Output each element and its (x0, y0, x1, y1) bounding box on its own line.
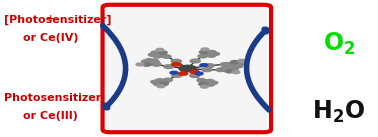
Circle shape (179, 65, 197, 72)
Circle shape (207, 54, 215, 57)
Circle shape (200, 64, 208, 67)
Circle shape (216, 68, 225, 72)
Circle shape (142, 60, 150, 63)
Circle shape (202, 51, 210, 54)
Circle shape (136, 63, 144, 66)
Circle shape (195, 72, 203, 75)
Circle shape (199, 83, 207, 86)
Circle shape (156, 79, 164, 82)
Circle shape (202, 68, 212, 72)
Circle shape (190, 59, 200, 63)
Circle shape (234, 65, 243, 68)
Circle shape (170, 71, 178, 74)
Circle shape (228, 66, 237, 69)
Circle shape (201, 48, 209, 51)
Circle shape (145, 59, 153, 62)
Circle shape (160, 82, 168, 85)
Circle shape (197, 79, 206, 82)
Circle shape (151, 51, 159, 54)
Circle shape (143, 62, 151, 65)
Circle shape (159, 54, 167, 57)
Text: or Ce(III): or Ce(III) (23, 111, 78, 121)
Circle shape (200, 85, 208, 88)
Circle shape (151, 80, 159, 83)
Circle shape (158, 51, 166, 54)
Circle shape (152, 63, 161, 66)
Circle shape (152, 61, 160, 64)
Circle shape (201, 53, 210, 56)
Text: +: + (47, 14, 55, 23)
Circle shape (190, 74, 200, 77)
Circle shape (160, 82, 168, 85)
Circle shape (206, 79, 214, 82)
Circle shape (236, 62, 245, 65)
Text: $\mathbf{O_2}$: $\mathbf{O_2}$ (323, 31, 355, 57)
Circle shape (231, 61, 239, 64)
FancyArrowPatch shape (103, 26, 125, 108)
Circle shape (226, 63, 234, 66)
Circle shape (143, 63, 151, 66)
Circle shape (190, 70, 199, 74)
Circle shape (163, 78, 172, 82)
Circle shape (232, 71, 240, 74)
Circle shape (198, 54, 207, 58)
Circle shape (171, 59, 181, 63)
Circle shape (156, 48, 164, 51)
Circle shape (157, 85, 165, 88)
Circle shape (162, 55, 171, 58)
Circle shape (227, 69, 235, 72)
Circle shape (204, 64, 214, 68)
Circle shape (161, 80, 169, 83)
Circle shape (209, 81, 218, 84)
Circle shape (222, 69, 230, 72)
Circle shape (150, 59, 158, 62)
Circle shape (238, 59, 246, 62)
Circle shape (200, 51, 208, 54)
Circle shape (172, 63, 181, 66)
Text: or Ce(IV): or Ce(IV) (23, 33, 78, 43)
Circle shape (200, 80, 208, 83)
Text: $\mathbf{H_2O}$: $\mathbf{H_2O}$ (312, 98, 365, 125)
Circle shape (148, 62, 156, 65)
Circle shape (211, 52, 219, 55)
Circle shape (159, 51, 167, 54)
FancyBboxPatch shape (102, 5, 271, 132)
Circle shape (231, 61, 239, 64)
Circle shape (220, 67, 228, 70)
Circle shape (223, 65, 232, 68)
Circle shape (206, 83, 214, 86)
Circle shape (172, 74, 182, 77)
Text: Photosensitizer: Photosensitizer (5, 93, 102, 103)
Circle shape (153, 55, 161, 58)
Circle shape (153, 82, 162, 85)
Circle shape (225, 70, 234, 73)
Circle shape (230, 68, 239, 71)
Text: [Photosensitizer]: [Photosensitizer] (5, 14, 112, 25)
Circle shape (208, 51, 216, 54)
Circle shape (178, 72, 188, 75)
FancyArrowPatch shape (246, 29, 269, 110)
Circle shape (148, 53, 156, 56)
Circle shape (200, 82, 208, 85)
Circle shape (220, 63, 229, 66)
Circle shape (228, 65, 236, 68)
Circle shape (164, 65, 174, 68)
